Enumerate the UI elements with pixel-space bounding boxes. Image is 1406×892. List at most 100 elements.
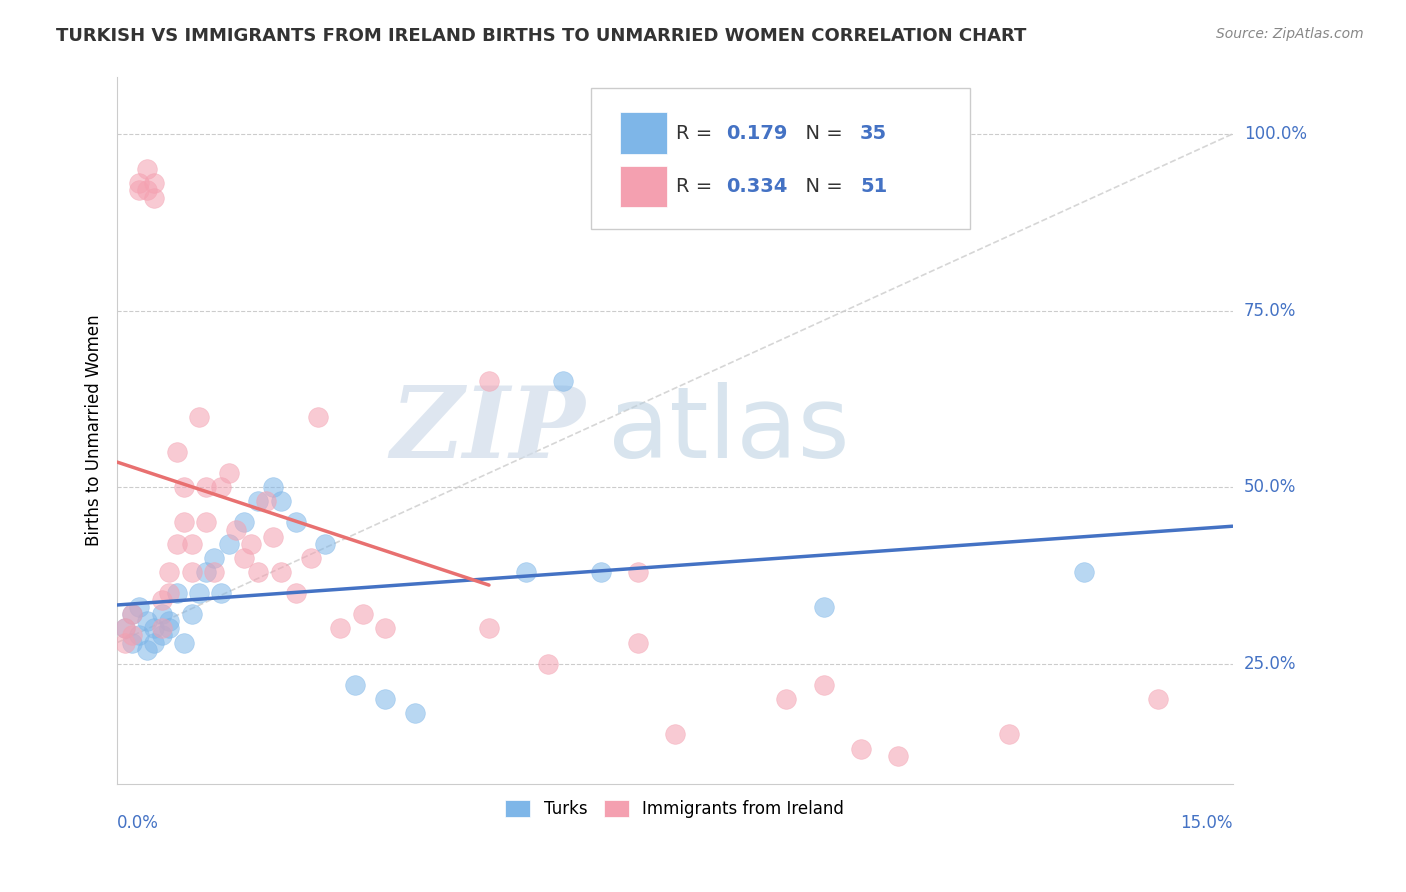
Text: 51: 51 — [860, 178, 887, 196]
Point — [173, 516, 195, 530]
FancyBboxPatch shape — [620, 112, 666, 154]
Point — [247, 494, 270, 508]
Point — [188, 586, 211, 600]
Point — [188, 409, 211, 424]
Point — [849, 741, 872, 756]
Point — [813, 678, 835, 692]
Legend: Turks, Immigrants from Ireland: Turks, Immigrants from Ireland — [499, 794, 851, 825]
Point — [218, 466, 240, 480]
Point — [121, 607, 143, 622]
Point — [775, 692, 797, 706]
Point — [180, 607, 202, 622]
Point — [887, 748, 910, 763]
Point — [157, 615, 180, 629]
Point — [374, 622, 396, 636]
Text: 50.0%: 50.0% — [1244, 478, 1296, 496]
Point — [270, 565, 292, 579]
Point — [1073, 565, 1095, 579]
Point — [1147, 692, 1170, 706]
Point — [664, 727, 686, 741]
Point — [114, 622, 136, 636]
Text: 0.0%: 0.0% — [117, 814, 159, 832]
Point — [166, 536, 188, 550]
Point — [128, 600, 150, 615]
Point — [136, 184, 159, 198]
Point — [150, 607, 173, 622]
FancyBboxPatch shape — [620, 166, 666, 208]
Point — [998, 727, 1021, 741]
Point — [314, 536, 336, 550]
Point — [150, 628, 173, 642]
Text: R =: R = — [676, 178, 718, 196]
Point — [114, 622, 136, 636]
Point — [240, 536, 263, 550]
Text: 100.0%: 100.0% — [1244, 125, 1306, 143]
Point — [262, 480, 284, 494]
Point — [284, 586, 307, 600]
Point — [352, 607, 374, 622]
Point — [121, 635, 143, 649]
Point — [299, 550, 322, 565]
Text: 15.0%: 15.0% — [1180, 814, 1233, 832]
Text: atlas: atlas — [607, 382, 849, 479]
Point — [173, 480, 195, 494]
Point — [195, 516, 218, 530]
Point — [553, 374, 575, 388]
Point — [247, 565, 270, 579]
Point — [374, 692, 396, 706]
Point — [150, 622, 173, 636]
Point — [121, 628, 143, 642]
Text: TURKISH VS IMMIGRANTS FROM IRELAND BIRTHS TO UNMARRIED WOMEN CORRELATION CHART: TURKISH VS IMMIGRANTS FROM IRELAND BIRTH… — [56, 27, 1026, 45]
Point — [813, 600, 835, 615]
Point — [157, 586, 180, 600]
Point — [262, 530, 284, 544]
Point — [627, 635, 650, 649]
Text: 0.179: 0.179 — [725, 124, 787, 143]
Point — [114, 635, 136, 649]
Point — [209, 586, 232, 600]
Point — [136, 162, 159, 177]
Point — [232, 550, 254, 565]
Point — [515, 565, 537, 579]
Point — [589, 565, 612, 579]
Text: 75.0%: 75.0% — [1244, 301, 1296, 319]
Point — [143, 635, 166, 649]
Text: ZIP: ZIP — [391, 383, 586, 479]
Point — [195, 480, 218, 494]
Point — [143, 190, 166, 204]
Point — [344, 678, 367, 692]
Point — [157, 622, 180, 636]
Point — [627, 565, 650, 579]
Point — [143, 622, 166, 636]
Point — [136, 615, 159, 629]
Point — [166, 586, 188, 600]
Point — [166, 445, 188, 459]
Point — [284, 516, 307, 530]
Point — [270, 494, 292, 508]
Point — [143, 177, 166, 191]
Text: 25.0%: 25.0% — [1244, 655, 1296, 673]
Text: Source: ZipAtlas.com: Source: ZipAtlas.com — [1216, 27, 1364, 41]
Point — [121, 607, 143, 622]
Point — [202, 550, 225, 565]
Point — [478, 374, 501, 388]
Point — [478, 622, 501, 636]
Point — [180, 565, 202, 579]
Text: R =: R = — [676, 124, 718, 143]
Point — [157, 565, 180, 579]
Text: 35: 35 — [860, 124, 887, 143]
FancyBboxPatch shape — [591, 88, 970, 229]
Point — [225, 523, 247, 537]
Point — [232, 516, 254, 530]
Point — [202, 565, 225, 579]
Point — [218, 536, 240, 550]
Y-axis label: Births to Unmarried Women: Births to Unmarried Women — [86, 315, 103, 547]
Point — [136, 642, 159, 657]
Point — [173, 635, 195, 649]
Text: N =: N = — [793, 124, 849, 143]
Point — [128, 177, 150, 191]
Point — [404, 706, 426, 721]
Point — [195, 565, 218, 579]
Point — [307, 409, 329, 424]
Point — [128, 628, 150, 642]
